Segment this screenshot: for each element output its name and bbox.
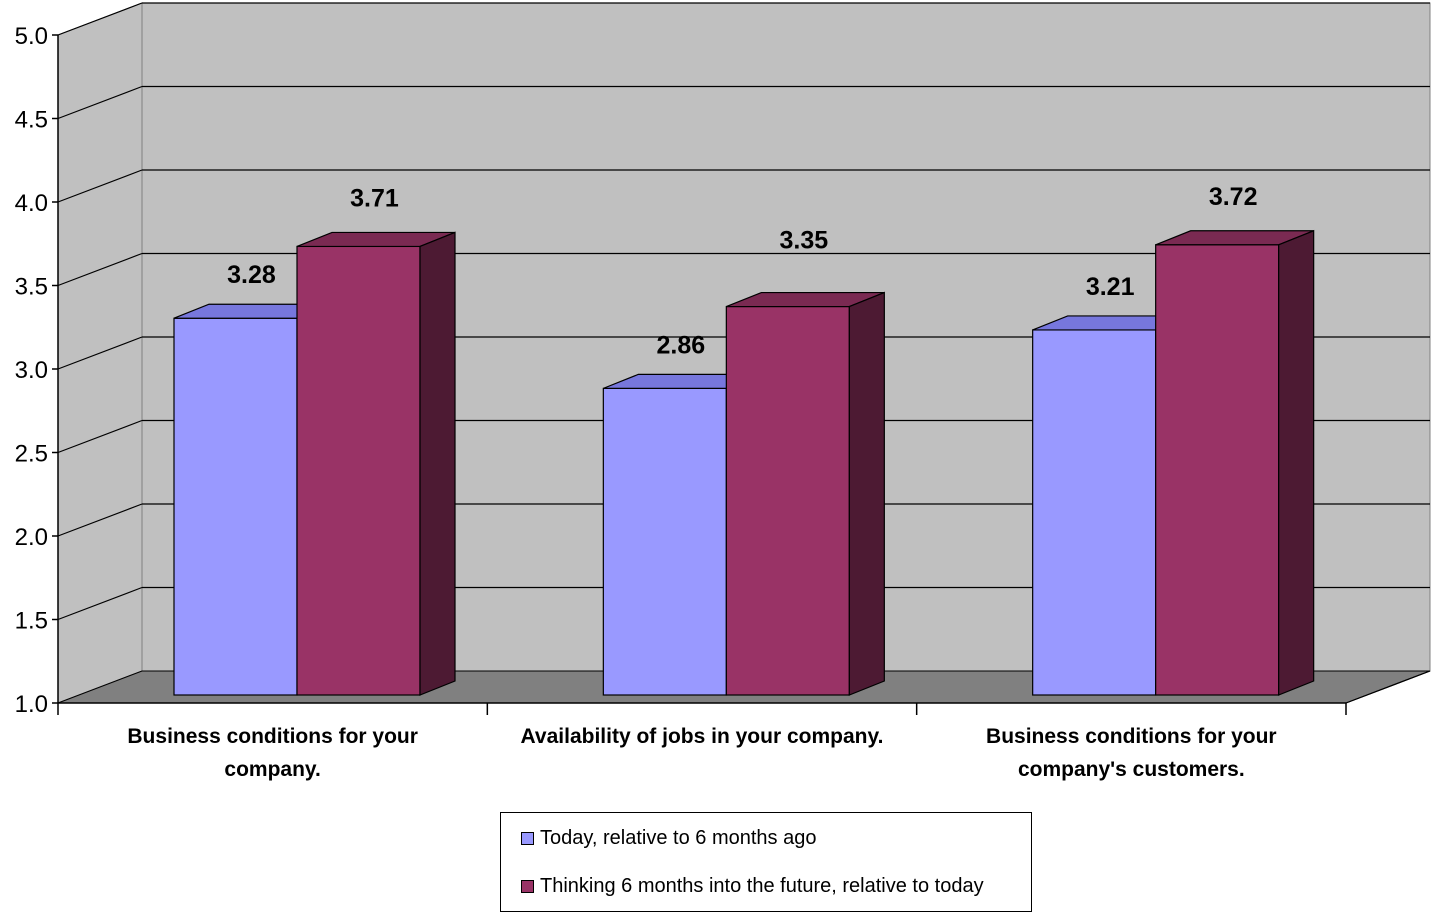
y-tick-label-4: 3.0 (15, 357, 48, 384)
category-label-0: Business conditions for your company. (127, 725, 418, 781)
bar-2-0 (1032, 315, 1191, 696)
legend-label-today: Today, relative to 6 months ago (540, 827, 817, 849)
bar-1-1 (725, 291, 885, 696)
legend-item-today: Today, relative to 6 months ago (521, 827, 816, 850)
category-label-1: Availability of jobs in your company. (521, 725, 884, 748)
data-label-1-0: 2.86 (656, 331, 705, 359)
data-label-2-1: 3.72 (1209, 183, 1258, 211)
bar-0-1 (296, 231, 456, 696)
legend: Today, relative to 6 months ago Thinking… (500, 812, 1032, 912)
bar-0-0 (173, 303, 333, 696)
y-tick-label-2: 2.0 (15, 524, 48, 551)
data-label-0-1: 3.71 (350, 184, 399, 212)
bar-front-1-0 (602, 387, 727, 696)
y-tick-label-3: 2.5 (15, 441, 48, 468)
y-tick-label-1: 1.5 (15, 608, 48, 635)
legend-label-future: Thinking 6 months into the future, relat… (540, 875, 984, 897)
bars (173, 229, 1315, 696)
bar-side-2-1 (1278, 229, 1315, 696)
bar-front-2-1 (1155, 244, 1280, 696)
bar-side-0-1 (419, 231, 456, 696)
gridline-side-4 (57, 336, 143, 370)
y-tick-label-8: 5.0 (15, 23, 48, 50)
gridline-side-8 (57, 2, 143, 36)
gridline-side-6 (57, 169, 143, 203)
gridline-side-3 (57, 419, 143, 454)
bar-front-0-1 (296, 245, 421, 696)
data-label-0-0: 3.28 (227, 261, 276, 289)
data-labels: 3.28 3.71 2.86 3.35 3.21 3.72 (227, 183, 1257, 360)
y-tick-label-7: 4.5 (15, 107, 48, 134)
legend-item-future: Thinking 6 months into the future, relat… (521, 875, 984, 898)
y-tick-label-0: 1.0 (15, 691, 48, 718)
y-axis: 1.0 1.5 2.0 2.5 3.0 3.5 4.0 4.5 5.0 (15, 23, 59, 718)
data-label-2-0: 3.21 (1086, 273, 1135, 301)
category-label-2: Business conditions for your company's cu… (986, 725, 1277, 781)
gridline-side-7 (57, 85, 143, 120)
gridline-side-1 (57, 586, 143, 621)
data-label-1-1: 3.35 (779, 227, 828, 255)
bar-side-1-1 (848, 291, 885, 696)
y-tick-label-6: 4.0 (15, 190, 48, 217)
gridline-side-2 (57, 503, 143, 537)
bar-front-2-0 (1032, 329, 1157, 696)
x-axis: Business conditions for your company. Avai… (57, 670, 1431, 781)
bar-front-1-1 (725, 305, 850, 696)
bar-2-1 (1155, 229, 1315, 696)
y-tick-label-5: 3.5 (15, 274, 48, 301)
gridline-side-5 (57, 252, 143, 287)
legend-swatch-future (521, 880, 534, 893)
legend-swatch-today (521, 832, 534, 845)
x-axis-depth-line (1345, 670, 1431, 704)
bar-front-0-0 (173, 317, 298, 696)
